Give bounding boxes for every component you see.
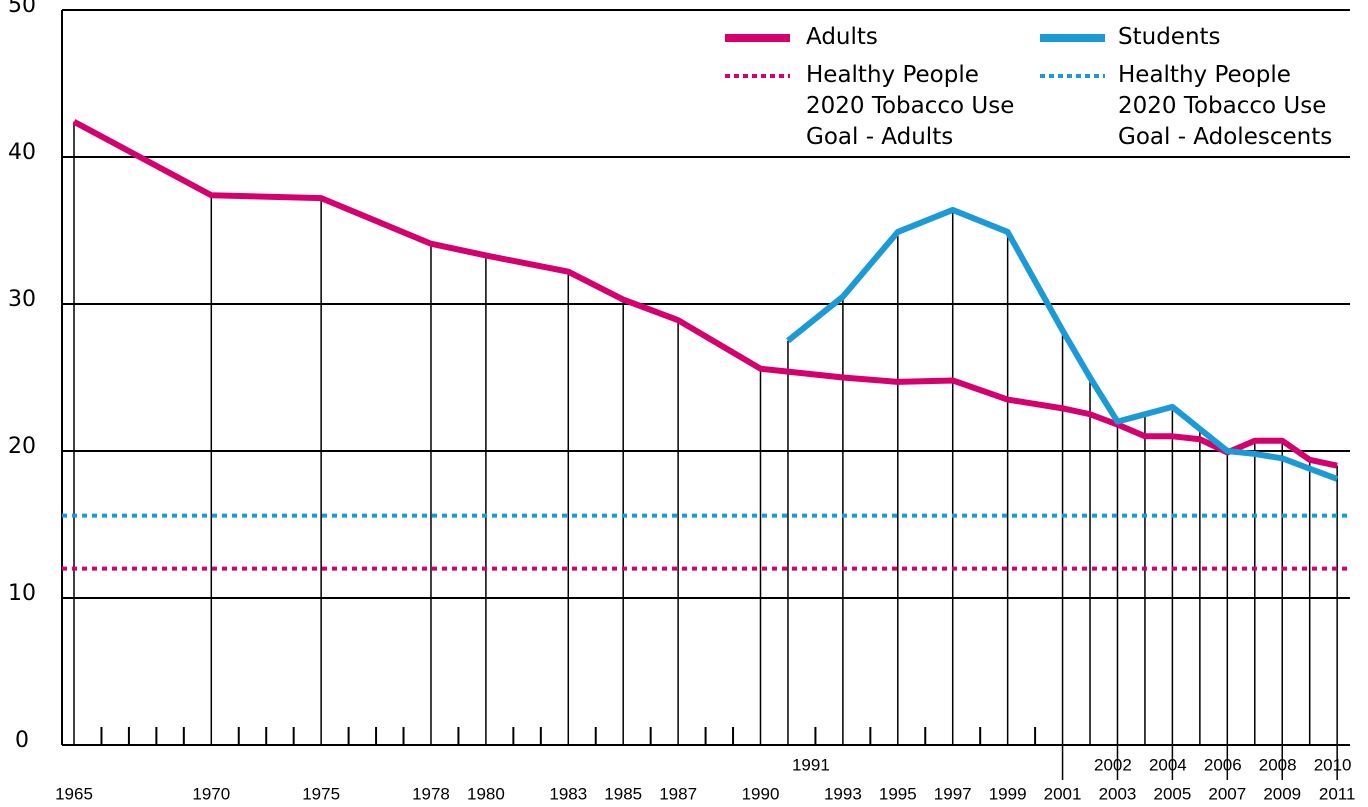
x-tick-label: 1990 — [742, 784, 780, 803]
y-tick-label: 0 — [15, 728, 29, 753]
legend-label: Students — [1118, 24, 1221, 50]
x-tick-label: 2006 — [1204, 755, 1242, 774]
x-tick-label: 1995 — [879, 784, 917, 803]
series-line — [786, 206, 1339, 482]
y-tick-label: 40 — [8, 140, 36, 165]
x-tick-label: 1993 — [824, 784, 862, 803]
x-tick-label: 1983 — [549, 784, 587, 803]
x-tick-label: 2008 — [1259, 755, 1297, 774]
x-tick-label: 1980 — [467, 784, 505, 803]
x-tick-label: 2001 — [1044, 784, 1082, 803]
legend-label: Healthy People 2020 Tobacco Use Goal - A… — [806, 62, 1015, 150]
x-tick-label: 1997 — [934, 784, 972, 803]
x-tick-label: 2002 — [1094, 755, 1132, 774]
x-tick-label: 2007 — [1208, 784, 1246, 803]
x-tick-label: 2003 — [1099, 784, 1137, 803]
y-tick-label: 30 — [8, 287, 36, 312]
x-tick-label: 1999 — [989, 784, 1027, 803]
y-tick-label: 50 — [8, 0, 36, 18]
x-tick-label: 1970 — [192, 784, 230, 803]
x-tick-label: 2009 — [1263, 784, 1301, 803]
x-tick-label: 1991 — [792, 755, 830, 774]
legend-label: Adults — [806, 24, 878, 50]
y-tick-label: 20 — [8, 434, 36, 459]
y-tick-label: 10 — [8, 581, 36, 606]
x-tick-label: 2004 — [1149, 755, 1187, 774]
x-tick-label: 1978 — [412, 784, 450, 803]
x-tick-label: 2010 — [1314, 755, 1352, 774]
x-tick-label: 1987 — [659, 784, 697, 803]
x-tick-label: 1985 — [604, 784, 642, 803]
x-tick-label: 2005 — [1153, 784, 1191, 803]
x-tick-label: 2011 — [1319, 784, 1356, 803]
x-tick-label: 1975 — [302, 784, 340, 803]
legend-label: Healthy People 2020 Tobacco Use Goal - A… — [1118, 62, 1333, 150]
x-tick-label: 1965 — [55, 784, 93, 803]
